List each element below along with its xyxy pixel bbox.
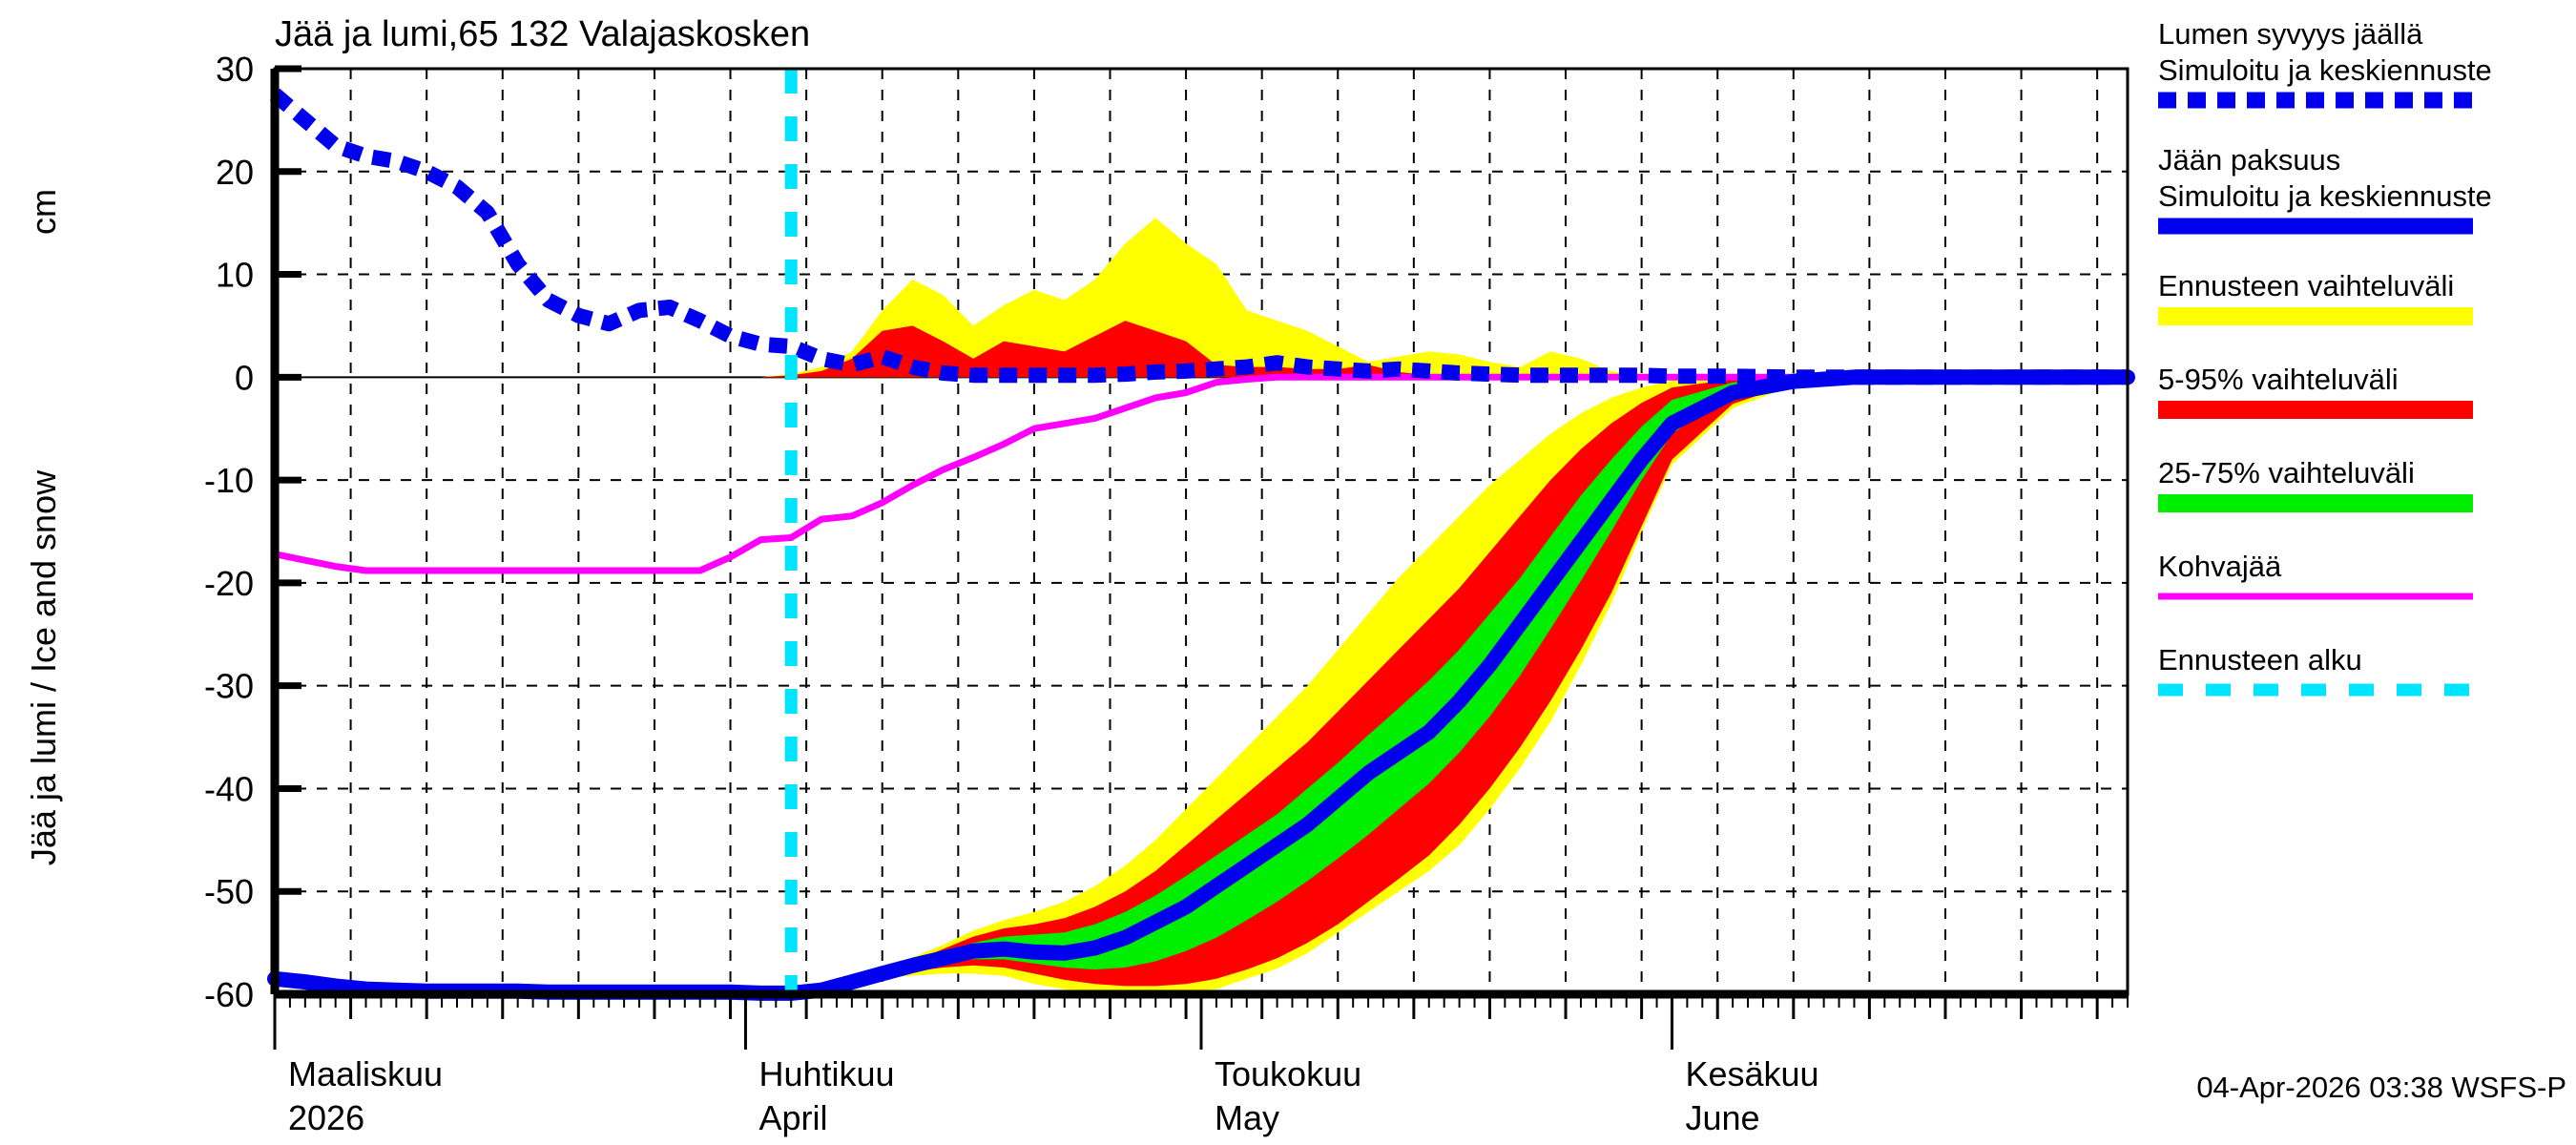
legend-item: Ennusteen vaihteluväli	[2158, 269, 2473, 325]
x-axis-month-labels: Maaliskuu 2026 Huhtikuu April Toukokuu May Kes…	[288, 1054, 1819, 1137]
legend-label: Ennusteen vaihteluväli	[2158, 269, 2454, 302]
legend-sublabel: Simuloitu ja keskiennuste	[2158, 53, 2492, 87]
x-month-label-fi: Huhtikuu	[758, 1054, 894, 1093]
x-month-label-en: 2026	[288, 1098, 364, 1137]
y-tick-label: -60	[204, 975, 254, 1014]
series-line-kohvajaa	[271, 373, 2131, 574]
x-month-label-en: June	[1685, 1098, 1759, 1137]
y-axis-label: Jää ja lumi / Ice and snow	[24, 469, 63, 865]
legend-label: 25-75% vaihteluväli	[2158, 456, 2415, 489]
y-tick-label: 10	[216, 256, 254, 295]
ice-band-25-75	[275, 377, 2128, 993]
y-axis-tick-labels: 30 20 10 0 -10 -20 -30 -40 -50 -60	[204, 50, 254, 1014]
legend-label: Ennusteen alku	[2158, 643, 2362, 677]
footer-timestamp: 04-Apr-2026 03:38 WSFS-P	[2196, 1071, 2566, 1104]
y-axis-title: Jää ja lumi / Ice and snow cm	[24, 189, 63, 865]
y-tick-label: -50	[204, 872, 254, 911]
y-tick-label: 0	[235, 358, 254, 397]
legend-sublabel: Simuloitu ja keskiennuste	[2158, 179, 2492, 213]
y-tick-label: -10	[204, 461, 254, 500]
legend-label: 5-95% vaihteluväli	[2158, 363, 2399, 396]
legend-swatch	[2158, 307, 2473, 325]
legend-label: Jään paksuus	[2158, 143, 2340, 177]
x-month-label-fi: Maaliskuu	[288, 1054, 443, 1093]
chart-axes-frame	[270, 65, 2129, 1050]
x-month-label-en: May	[1215, 1098, 1279, 1137]
page-title: Jää ja lumi,65 132 Valajaskosken	[275, 14, 810, 54]
legend-label: Kohvajää	[2158, 550, 2282, 583]
x-month-label-fi: Toukokuu	[1215, 1054, 1361, 1093]
x-month-label-fi: Kesäkuu	[1685, 1054, 1818, 1093]
y-tick-label: -30	[204, 667, 254, 706]
legend-item: 5-95% vaihteluväli	[2158, 363, 2473, 419]
y-tick-label: -20	[204, 564, 254, 603]
y-tick-label: -40	[204, 769, 254, 808]
legend-swatch	[2158, 401, 2473, 419]
y-tick-label: 30	[216, 50, 254, 89]
legend-item: Ennusteen alku	[2158, 643, 2473, 697]
legend-item: Kohvajää	[2158, 550, 2473, 600]
legend-item: 25-75% vaihteluväli	[2158, 456, 2473, 512]
forecast-range-bands	[275, 218, 2128, 993]
legend-swatch	[2158, 494, 2473, 512]
y-tick-label: 20	[216, 153, 254, 192]
snow-band-full-range	[275, 218, 2128, 378]
x-month-label-en: April	[758, 1098, 827, 1137]
snow-band-5-95	[275, 321, 2128, 378]
y-axis-unit: cm	[24, 189, 63, 235]
legend-label: Lumen syvyys jäällä	[2158, 17, 2423, 51]
